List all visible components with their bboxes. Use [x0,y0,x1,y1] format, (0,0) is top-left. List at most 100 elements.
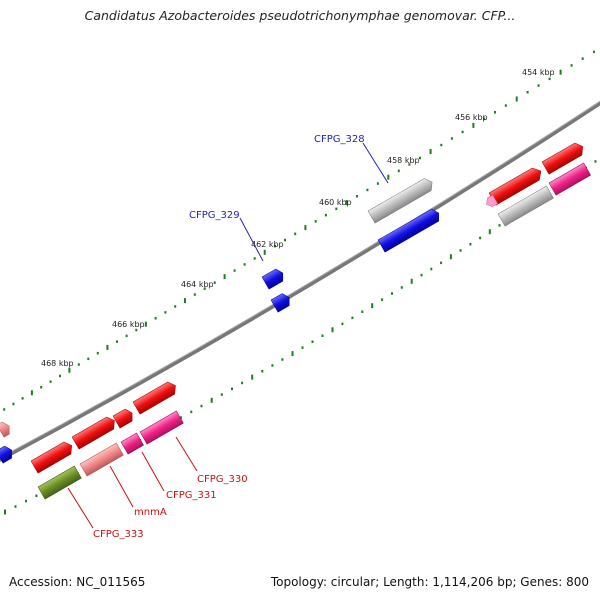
gene-left-red-1[interactable] [132,380,179,415]
inner-tick-minor [25,499,27,503]
inner-tick-major [488,229,491,235]
inner-tick-minor [220,393,223,396]
leader-cfpg-329 [239,217,264,262]
outer-tick-minor [12,402,15,406]
outer-tick-minor [408,163,411,166]
gene-left-red-2[interactable] [112,407,136,429]
inner-tick-minor [420,273,423,277]
tick-label-456: 456 kbp [455,113,488,122]
gene-right-gray[interactable] [497,185,554,227]
outer-tick-minor [87,357,90,361]
outer-tick-minor [40,386,43,389]
inner-tick-major [331,327,334,333]
outer-tick-ring [3,50,595,411]
outer-tick-minor [59,374,61,378]
inner-tick-minor [400,286,403,289]
inner-tick-minor [469,243,472,246]
inner-tick-minor [281,358,284,361]
outer-tick-major [559,69,562,75]
outer-tick-minor [419,156,421,160]
outer-tick-minor [548,77,551,81]
gene-left-blue-edge[interactable] [0,444,15,464]
label-cfpg-331[interactable]: CFPG_331 [166,490,217,501]
outer-tick-minor [125,334,128,338]
outer-tick-major [144,321,147,327]
outer-tick-major [184,298,186,304]
inner-tick-minor [440,261,443,265]
outer-tick-major [429,149,432,154]
outer-tick-minor [284,238,286,242]
inner-tick-minor [261,370,264,373]
inner-tick-major [449,254,452,260]
inner-tick-major [410,278,413,284]
label-cfpg-330[interactable]: CFPG_330 [197,474,248,485]
outer-tick-minor [77,363,80,366]
genome-summary-text: Topology: circular; Length: 1,114,206 bp… [270,575,589,589]
outer-tick-minor [314,220,317,223]
outer-tick-minor [203,287,206,290]
outer-tick-minor [273,244,276,248]
tick-label-466: 466 kbp [112,320,145,329]
outer-tick-minor [116,340,118,343]
outer-tick-minor [570,64,573,67]
outer-tick-minor [461,130,464,134]
inner-tick-minor [594,160,597,163]
inner-tick-minor [361,310,364,313]
map-title: Candidatus Azobacteroides pseudotrichony… [84,8,516,23]
gene-left-salmon-edge[interactable] [0,420,13,438]
gene-mnma[interactable] [79,442,124,477]
leader-cfpg-333 [67,487,94,529]
outer-tick-minor [537,84,540,87]
inner-tick-major [4,509,6,515]
leader-cfpg-328 [362,142,389,184]
gene-cfpg-333[interactable] [37,465,82,500]
outer-tick-minor [366,188,369,192]
label-mnma[interactable]: mnmA [134,507,167,518]
outer-tick-minor [135,328,138,332]
tick-label-464: 464 kbp [181,280,214,289]
tick-label-460: 460 kbp [319,198,352,207]
inner-tick-minor [351,316,354,320]
outer-tick-major [304,225,307,231]
outer-tick-major [30,390,33,396]
label-cfpg-328[interactable]: CFPG_328 [314,134,365,145]
genome-backbone-highlight [0,100,600,459]
inner-tick-minor [35,494,38,497]
inner-tick-minor [341,322,344,326]
gene-cfpg-331[interactable] [120,432,144,455]
gene-left-red-3[interactable] [71,415,118,450]
outer-tick-minor [154,317,157,320]
inner-tick-minor [311,340,314,343]
outer-tick-minor [504,104,507,107]
outer-tick-minor [376,182,379,185]
gene-right-pink[interactable] [548,162,591,196]
label-cfpg-333[interactable]: CFPG_333 [93,529,144,540]
outer-tick-major [106,344,109,350]
inner-tick-minor [231,387,233,390]
inner-tick-minor [200,404,203,408]
gene-left-red-4[interactable] [30,440,75,474]
outer-tick-major [263,249,266,255]
outer-tick-minor [253,257,256,260]
outer-tick-minor [213,281,216,284]
outer-tick-minor [3,408,6,411]
gene-right-pink-edge[interactable] [484,194,499,209]
gene-blue-large[interactable] [377,207,442,253]
genome-backbone [0,100,600,462]
gene-right-red-2[interactable] [541,141,586,175]
outer-tick-minor [21,397,24,400]
outer-tick-minor [294,232,297,236]
tick-label-468: 468 kbp [41,359,74,368]
gene-blue-small[interactable] [270,292,293,313]
gene-cfpg-330[interactable] [139,410,184,445]
tick-label-462: 462 kbp [251,240,284,249]
outer-tick-minor [356,195,358,198]
gene-cfpg-328[interactable] [367,176,436,224]
inner-tick-major [371,303,374,309]
outer-tick-minor [397,169,400,173]
label-cfpg-329[interactable]: CFPG_329 [189,210,240,221]
outer-tick-minor [526,91,529,94]
outer-tick-minor [324,213,327,217]
gene-cfpg-329[interactable] [261,267,286,290]
